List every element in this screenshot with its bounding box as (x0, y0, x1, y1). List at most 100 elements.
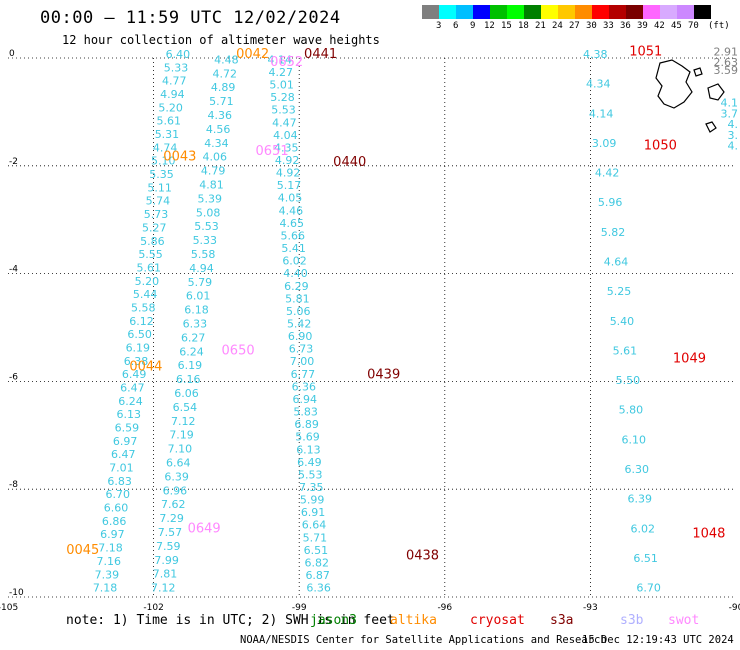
wave-height-value: 6.24 (179, 345, 204, 358)
wave-height-value: 4.14 (268, 53, 293, 66)
legend-label: 42 (654, 21, 665, 31)
lat-tick-label: -4 (9, 265, 18, 275)
wave-height-value: 5.25 (607, 285, 632, 298)
wave-height-value: 7.01 (109, 462, 134, 475)
legend-swatch (575, 5, 592, 19)
wave-height-value: 6.70 (106, 488, 131, 501)
pass-time-label: 0044 (129, 360, 162, 375)
wave-height-value: 4.34 (586, 78, 611, 91)
wave-height-value: 5.73 (144, 208, 169, 221)
edge-wave-value: 3.59 (714, 64, 739, 77)
legend-label: 6 (453, 21, 459, 31)
wave-height-value: 5.17 (277, 179, 302, 192)
wave-height-value: 5.69 (295, 431, 320, 444)
wave-height-value: 7.10 (168, 443, 193, 456)
legend-unit: (ft) (708, 21, 730, 31)
lon-tick-label: -93 (583, 603, 598, 613)
wave-height-value: 6.16 (176, 373, 201, 386)
wave-height-value: 5.71 (209, 95, 234, 108)
legend-label: 27 (569, 21, 580, 31)
wave-height-value: 5.39 (198, 192, 223, 205)
wave-height-value: 5.33 (164, 61, 189, 74)
wave-height-value: 6.27 (181, 331, 206, 344)
wave-height-value: 5.86 (140, 235, 165, 248)
wave-height-value: 5.61 (157, 115, 182, 128)
wave-height-value: 6.89 (294, 418, 319, 431)
generated-timestamp: 15 Dec 12:19:43 UTC 2024 (582, 634, 734, 646)
credit-line: NOAA/NESDIS Center for Satellite Applica… (240, 634, 607, 646)
wave-height-value: 7.12 (171, 415, 196, 428)
pass-time-label: 0649 (188, 521, 221, 536)
wave-height-value: 6.02 (282, 255, 307, 268)
wave-height-value: 6.59 (115, 422, 140, 435)
wave-height-value: 4.56 (206, 123, 231, 136)
pass-time-label: 0042 (236, 47, 269, 62)
island-outline (693, 67, 703, 77)
wave-height-value: 6.13 (116, 408, 141, 421)
wave-height-value: 6.90 (288, 330, 313, 343)
edge-wave-value: 3. (728, 129, 739, 142)
legend-label: 24 (552, 21, 563, 31)
lat-tick-label: -6 (9, 372, 18, 382)
wave-height-value: 6.54 (173, 401, 198, 414)
wave-height-value: 4.64 (604, 256, 629, 269)
wave-height-value: 6.33 (183, 318, 208, 331)
wave-height-value: 5.44 (133, 288, 158, 301)
wave-height-value: 4.65 (280, 217, 305, 230)
wave-height-value: 6.97 (100, 528, 125, 541)
lon-tick-label: -105 (0, 603, 18, 613)
wave-height-value: 4.94 (189, 262, 214, 275)
pass-time-label: 0652 (270, 55, 303, 70)
pass-time-label: 0441 (304, 47, 337, 62)
wave-height-value: 4.05 (278, 192, 303, 205)
wave-height-value: 7.57 (158, 526, 183, 539)
wave-height-value: 4.48 (214, 53, 239, 66)
wave-height-value: 4.94 (160, 88, 185, 101)
wave-height-value: 5.53 (271, 104, 296, 117)
legend-swatch (626, 5, 643, 19)
legend-swatch (439, 5, 456, 19)
lat-tick-label: 0 (9, 49, 15, 59)
legend-label: 30 (586, 21, 597, 31)
wave-height-value: 6.38 (124, 355, 149, 368)
wave-height-value: 4.92 (275, 154, 300, 167)
wave-height-value: 6.18 (184, 304, 209, 317)
legend-swatch (643, 5, 660, 19)
edge-wave-value: 4.1 (721, 97, 739, 110)
wave-height-value: 6.82 (305, 556, 330, 569)
legend-label: 33 (603, 21, 614, 31)
wave-height-value: 6.36 (306, 582, 331, 595)
legend-label: 45 (671, 21, 682, 31)
wave-height-value: 6.19 (178, 359, 203, 372)
wave-height-value: 7.00 (290, 355, 315, 368)
wave-height-value: 4.81 (199, 178, 224, 191)
wave-height-value: 4.47 (272, 116, 297, 129)
wave-height-value: 7.99 (154, 554, 179, 567)
wave-height-value: 6.49 (122, 368, 147, 381)
satellite-swot: swot (668, 613, 700, 628)
wave-height-value: 7.62 (161, 498, 186, 511)
legend-label: 9 (470, 21, 476, 31)
legend-label: 3 (436, 21, 442, 31)
wave-height-value: 5.61 (136, 261, 161, 274)
pass-time-label: 1048 (692, 527, 725, 542)
legend-swatch (473, 5, 490, 19)
wave-height-value: 4.79 (201, 165, 226, 178)
pass-time-label: 1051 (629, 44, 662, 59)
lon-tick-label: -102 (143, 603, 163, 613)
island-outline (705, 121, 717, 133)
wave-height-value: 5.50 (616, 374, 641, 387)
legend-label: 12 (484, 21, 495, 31)
wave-height-value: 5.20 (135, 275, 160, 288)
lat-tick-label: -10 (9, 588, 24, 598)
wave-height-value: 6.77 (291, 368, 316, 381)
wave-height-value: 6.97 (113, 435, 138, 448)
wave-height-value: 5.27 (142, 221, 167, 234)
legend-swatch (592, 5, 609, 19)
wave-height-value: 6.19 (126, 341, 151, 354)
wave-height-value: 6.47 (111, 448, 136, 461)
edge-wave-value: 3.7 (721, 107, 739, 120)
wave-height-value: 5.79 (188, 276, 213, 289)
legend-swatch (660, 5, 677, 19)
satellite-cryosat: cryosat (470, 613, 525, 628)
